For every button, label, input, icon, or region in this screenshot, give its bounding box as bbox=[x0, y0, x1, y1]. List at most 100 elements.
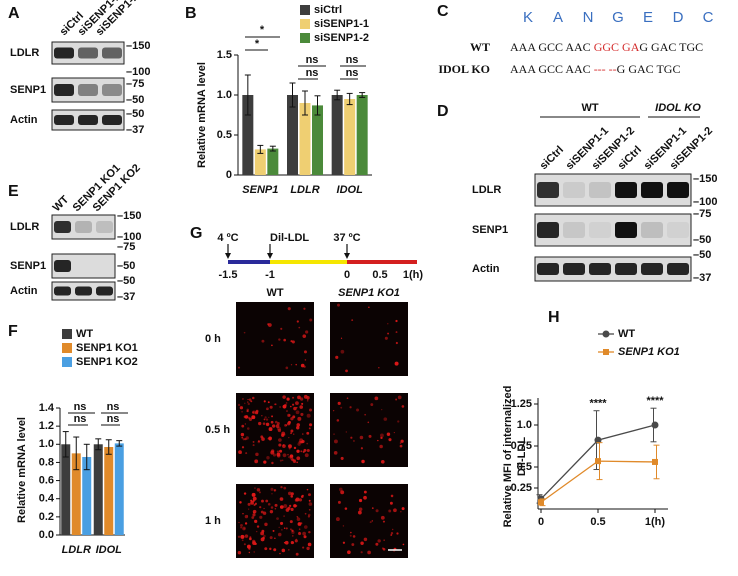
x-tick-label: IDOL bbox=[96, 544, 123, 556]
legend-swatch bbox=[300, 19, 310, 29]
signal bbox=[273, 403, 276, 405]
signal bbox=[248, 551, 251, 554]
mw-marker: –50 bbox=[693, 234, 711, 246]
signal bbox=[252, 444, 255, 447]
significance: * bbox=[255, 38, 260, 50]
band bbox=[54, 286, 71, 296]
signal bbox=[387, 332, 390, 335]
signal bbox=[307, 515, 311, 518]
legend-swatch bbox=[62, 329, 72, 339]
signal bbox=[349, 534, 352, 537]
signal bbox=[292, 415, 296, 419]
signal bbox=[300, 412, 304, 416]
signal bbox=[255, 530, 258, 533]
point bbox=[594, 436, 602, 444]
signal bbox=[269, 509, 274, 514]
signal bbox=[251, 492, 256, 497]
signal bbox=[297, 395, 301, 400]
signal bbox=[292, 396, 295, 399]
signal bbox=[252, 539, 256, 544]
signal bbox=[283, 486, 287, 490]
signal bbox=[260, 537, 265, 542]
signal bbox=[237, 550, 242, 555]
row-label: Actin bbox=[472, 263, 500, 275]
signal bbox=[289, 528, 292, 531]
signal bbox=[382, 520, 385, 523]
signal bbox=[364, 413, 366, 416]
signal bbox=[363, 495, 367, 500]
signal bbox=[384, 336, 388, 340]
signal bbox=[338, 402, 340, 404]
mw-marker: –37 bbox=[117, 291, 135, 303]
signal bbox=[399, 442, 402, 444]
bar bbox=[287, 95, 298, 175]
row-label: Actin bbox=[10, 285, 38, 297]
signal bbox=[252, 513, 256, 517]
signal bbox=[287, 420, 291, 424]
legend-label: siSENP1-2 bbox=[314, 32, 369, 44]
signal bbox=[290, 405, 292, 408]
mw-marker: –75 bbox=[693, 208, 711, 220]
signal bbox=[295, 363, 297, 366]
y-tick-label: 1.2 bbox=[39, 420, 54, 432]
signal bbox=[333, 439, 338, 444]
signal bbox=[309, 318, 313, 322]
signal bbox=[293, 406, 297, 411]
signal bbox=[244, 522, 248, 525]
y-tick-label: 1.4 bbox=[39, 402, 55, 414]
signal bbox=[243, 415, 247, 419]
panel-label: F bbox=[8, 323, 18, 340]
y-axis-label: Relative mRNA level bbox=[16, 417, 28, 523]
signal bbox=[247, 398, 249, 401]
band bbox=[589, 182, 611, 198]
point bbox=[652, 458, 658, 465]
amino-acid: G bbox=[612, 9, 624, 26]
row-label: LDLR bbox=[10, 221, 39, 233]
group-label: WT bbox=[581, 102, 598, 114]
signal bbox=[303, 307, 306, 310]
signal bbox=[274, 420, 278, 424]
band bbox=[589, 222, 611, 238]
signal bbox=[307, 542, 312, 547]
signal bbox=[297, 522, 302, 526]
bar bbox=[71, 453, 81, 535]
signal bbox=[245, 436, 249, 440]
signal bbox=[308, 530, 311, 534]
signal bbox=[304, 512, 307, 515]
signal bbox=[267, 502, 271, 506]
signal bbox=[252, 396, 255, 400]
mw-marker: –150 bbox=[117, 210, 141, 222]
amino-acid: A bbox=[553, 9, 563, 26]
band bbox=[78, 115, 98, 125]
signal bbox=[268, 416, 270, 418]
signal bbox=[307, 399, 309, 401]
y-tick-label: 0.25 bbox=[511, 482, 532, 494]
signal bbox=[255, 452, 259, 457]
signal bbox=[383, 417, 388, 421]
signal bbox=[296, 449, 300, 453]
signal bbox=[306, 400, 309, 402]
signal bbox=[300, 363, 305, 368]
signal bbox=[284, 423, 287, 427]
signal bbox=[276, 452, 281, 457]
signal bbox=[290, 495, 293, 498]
row-label: SENP1 bbox=[10, 260, 46, 272]
panel-label: G bbox=[190, 225, 202, 242]
signal bbox=[299, 405, 303, 409]
signal bbox=[308, 499, 311, 502]
signal bbox=[243, 492, 247, 495]
row-label: SENP1 bbox=[10, 84, 46, 96]
signal bbox=[288, 437, 290, 439]
signal bbox=[352, 535, 356, 538]
signal bbox=[267, 323, 270, 326]
signal bbox=[302, 531, 306, 536]
lane-label: WT bbox=[51, 193, 72, 214]
signal bbox=[289, 520, 293, 524]
signal bbox=[293, 504, 297, 508]
group-label: IDOL KO bbox=[655, 102, 701, 114]
signal bbox=[243, 331, 246, 334]
signal bbox=[276, 422, 280, 425]
signal bbox=[263, 460, 267, 464]
signal bbox=[395, 319, 398, 323]
micrograph bbox=[236, 302, 314, 376]
